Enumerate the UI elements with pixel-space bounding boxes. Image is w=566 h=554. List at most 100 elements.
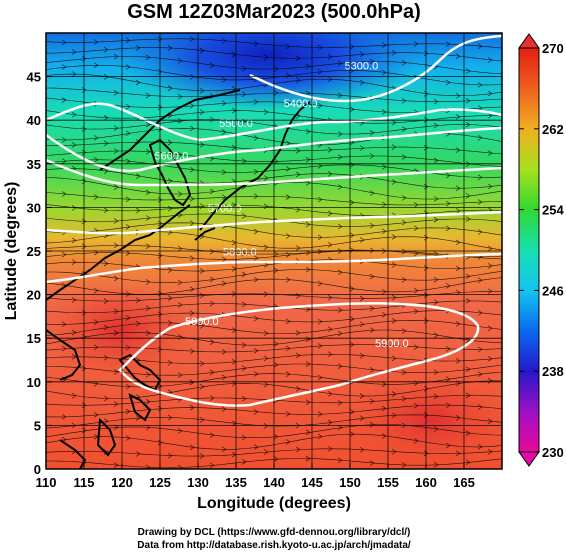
- wind-arrow: [455, 208, 461, 214]
- wind-arrow: [465, 216, 471, 222]
- wind-arrow: [369, 367, 375, 373]
- wind-arrow: [477, 43, 483, 49]
- wind-arrow: [487, 418, 493, 425]
- y-tick-label: 20: [27, 288, 41, 303]
- wind-arrow: [305, 156, 311, 163]
- wind-arrow: [81, 309, 87, 316]
- warm-core-east: [340, 370, 502, 469]
- wind-arrow: [465, 298, 471, 304]
- wind-arrow: [455, 53, 461, 59]
- wind-arrow: [263, 355, 269, 362]
- wind-arrow: [465, 459, 471, 466]
- wind-arrow: [391, 234, 397, 240]
- wind-arrow: [295, 293, 301, 299]
- x-tick-label: 115: [74, 475, 95, 490]
- wind-arrow: [327, 242, 333, 248]
- wind-arrow: [423, 450, 429, 457]
- wind-arrow: [327, 446, 333, 452]
- wind-arrow: [167, 45, 173, 51]
- wind-arrow: [93, 344, 99, 350]
- wind-arrow: [103, 115, 109, 121]
- wind-arrow: [465, 193, 471, 199]
- wind-arrow: [209, 62, 215, 69]
- wind-arrow: [189, 404, 195, 411]
- wind-arrow: [465, 392, 471, 399]
- wind-arrow: [113, 330, 119, 336]
- wind-arrow: [455, 415, 461, 421]
- wind-arrow: [477, 310, 483, 316]
- wind-arrow: [253, 276, 259, 283]
- wind-arrow: [455, 239, 461, 246]
- wind-arrow: [381, 228, 387, 235]
- contour-label: 5900.0: [185, 316, 219, 328]
- wind-arrow: [349, 316, 355, 322]
- wind-arrow: [487, 288, 493, 295]
- wind-arrow: [433, 462, 439, 468]
- wind-arrow: [359, 145, 365, 151]
- wind-arrow: [401, 277, 407, 283]
- wind-arrow: [253, 444, 259, 450]
- wind-arrow: [285, 345, 291, 352]
- wind-arrow: [113, 148, 119, 154]
- wind-arrow: [241, 158, 247, 164]
- wind-arrow: [167, 295, 173, 301]
- wind-arrow: [327, 351, 333, 358]
- wind-arrow: [327, 76, 333, 83]
- wind-arrow: [113, 242, 119, 249]
- wind-arrow: [337, 363, 343, 370]
- wind-arrow: [177, 464, 183, 469]
- wind-arrow: [317, 196, 323, 203]
- wind-arrow: [157, 439, 163, 446]
- y-tick-label: 45: [27, 70, 41, 85]
- contour-5600: [46, 158, 502, 187]
- wind-arrow: [401, 396, 407, 402]
- wind-arrow: [487, 150, 493, 156]
- wind-arrow: [317, 68, 323, 75]
- wind-arrow: [487, 325, 493, 332]
- wind-arrow: [103, 260, 109, 267]
- wind-arrow: [199, 141, 205, 148]
- wind-arrow: [359, 295, 365, 302]
- wind-arrow: [349, 409, 355, 415]
- wind-arrow: [189, 196, 195, 202]
- wind-arrow: [391, 355, 397, 362]
- wind-arrow: [189, 220, 195, 226]
- contour-label: 5400.0: [284, 98, 318, 110]
- wind-arrow: [253, 40, 259, 47]
- wind-arrow: [349, 199, 355, 206]
- wind-arrow: [209, 155, 215, 162]
- wind-arrow: [381, 433, 387, 439]
- wind-arrow: [295, 245, 301, 251]
- wind-arrow: [145, 279, 151, 285]
- wind-arrow: [209, 339, 215, 345]
- wind-arrow: [221, 194, 227, 200]
- wind-arrow: [327, 391, 333, 397]
- wind-arrow: [477, 174, 483, 181]
- wind-arrow: [413, 438, 419, 444]
- wind-arrow: [189, 310, 195, 316]
- wind-arrow: [359, 51, 365, 58]
- wind-arrow: [285, 43, 291, 50]
- wind-arrow: [81, 149, 87, 156]
- x-tick-label: 135: [225, 475, 247, 490]
- wind-arrow: [263, 330, 269, 336]
- wind-arrow: [455, 265, 461, 272]
- wind-arrow: [157, 68, 163, 75]
- wind-arrow: [241, 91, 247, 98]
- x-tick-label: 150: [339, 475, 361, 490]
- wind-arrow: [253, 228, 259, 235]
- wind-arrow: [263, 423, 269, 429]
- wind-arrow: [337, 269, 343, 275]
- wind-arrow: [337, 399, 343, 406]
- wind-arrow: [295, 446, 301, 453]
- wind-arrow: [445, 442, 451, 449]
- wind-arrow: [145, 121, 151, 128]
- wind-arrow: [125, 158, 131, 165]
- wind-arrow: [113, 125, 119, 131]
- wind-arrow: [285, 276, 291, 283]
- wind-arrow: [113, 275, 119, 282]
- wind-arrow: [465, 98, 471, 104]
- wind-arrow: [189, 255, 195, 262]
- wind-arrow: [61, 39, 67, 46]
- wind-arrow: [317, 318, 323, 325]
